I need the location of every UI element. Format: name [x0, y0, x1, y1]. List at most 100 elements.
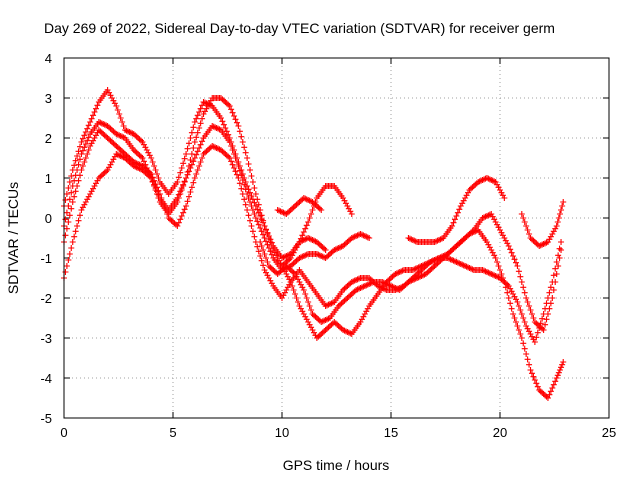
data-point [255, 248, 262, 255]
data-point [544, 295, 551, 301]
data-point [451, 216, 458, 223]
data-point [523, 351, 530, 357]
data-point [238, 172, 245, 179]
data-point [308, 307, 315, 313]
data-point [81, 144, 88, 151]
data-point [71, 233, 78, 240]
data-point [520, 215, 527, 221]
data-point [193, 134, 200, 141]
data-point [543, 316, 550, 323]
data-point [303, 222, 310, 229]
data-point [174, 195, 181, 201]
data-point [76, 143, 83, 150]
data-point [257, 239, 264, 245]
data-point [546, 391, 553, 398]
data-point [196, 109, 203, 115]
y-tick-label: 1 [45, 171, 52, 186]
data-point [527, 367, 534, 373]
data-point [235, 175, 242, 181]
data-point [193, 151, 200, 158]
data-point [65, 257, 72, 263]
data-point [78, 139, 85, 145]
data-point [183, 151, 190, 157]
data-point [235, 163, 242, 169]
y-tick-label: 0 [45, 211, 52, 226]
data-point [222, 125, 229, 131]
data-point [194, 129, 201, 136]
data-point [507, 300, 514, 307]
data-point [187, 157, 194, 163]
data-point [71, 193, 78, 200]
x-tick-label: 15 [384, 425, 398, 440]
data-point [518, 335, 525, 341]
data-point [232, 116, 239, 123]
data-point [84, 137, 91, 144]
data-point [556, 211, 563, 217]
data-point [453, 213, 460, 219]
data-point [229, 147, 236, 153]
data-point [257, 253, 264, 259]
data-point [178, 165, 185, 171]
data-point [560, 199, 567, 205]
data-point [252, 191, 259, 197]
data-point [79, 163, 86, 169]
data-point [241, 144, 248, 151]
data-point [140, 158, 147, 165]
data-point [518, 311, 525, 317]
data-point [155, 187, 162, 194]
data-point [521, 345, 528, 352]
data-point [300, 229, 307, 235]
data-point [183, 175, 190, 181]
data-point [76, 156, 83, 163]
x-axis-label: GPS time / hours [283, 457, 390, 473]
data-point [511, 315, 518, 321]
x-tick-label: 10 [275, 425, 289, 440]
data-point [238, 185, 245, 192]
data-point [244, 155, 251, 161]
data-point [531, 339, 538, 345]
data-point [544, 395, 551, 401]
data-point [194, 167, 201, 173]
data-point [289, 283, 296, 289]
data-point [152, 181, 159, 187]
data-point [504, 289, 511, 296]
data-point [547, 388, 554, 395]
data-point [527, 307, 534, 313]
data-point [507, 246, 514, 253]
data-point [242, 201, 249, 208]
data-point [71, 162, 78, 169]
chart-title: Day 269 of 2022, Sidereal Day-to-day VTE… [44, 20, 555, 36]
data-point [217, 115, 224, 121]
data-point [238, 133, 245, 140]
data-point [348, 211, 355, 217]
x-tick-label: 25 [602, 425, 616, 440]
data-point [191, 175, 198, 181]
data-point [154, 171, 161, 177]
data-point [76, 172, 83, 179]
data-point [65, 219, 72, 225]
data-point [521, 219, 528, 225]
data-point [521, 289, 528, 296]
data-point [239, 139, 246, 145]
y-tick-label: -5 [40, 411, 52, 426]
data-point [553, 375, 560, 381]
data-point [233, 119, 240, 126]
y-tick-label: -3 [40, 331, 52, 346]
data-point [518, 279, 525, 285]
data-point [543, 300, 550, 307]
data-point [63, 263, 70, 269]
data-point [505, 243, 512, 249]
data-point [175, 191, 182, 198]
data-point [508, 249, 515, 256]
data-point [517, 273, 524, 280]
data-point [84, 151, 91, 157]
data-point [247, 167, 254, 173]
data-point [517, 307, 524, 313]
data-point [148, 155, 155, 161]
data-point [520, 340, 527, 347]
data-point [196, 163, 203, 169]
data-point [494, 259, 501, 265]
data-point [149, 174, 156, 181]
data-point [159, 199, 166, 205]
